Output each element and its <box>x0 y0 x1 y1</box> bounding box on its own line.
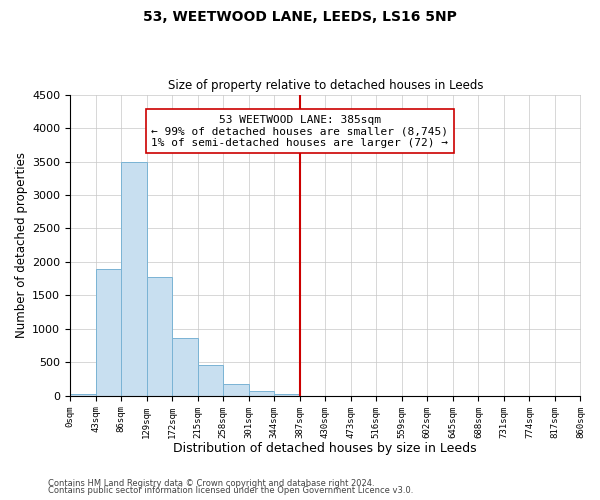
Bar <box>95 268 121 396</box>
Bar <box>274 394 300 396</box>
Bar <box>223 384 248 396</box>
Text: 53 WEETWOOD LANE: 385sqm
← 99% of detached houses are smaller (8,745)
1% of semi: 53 WEETWOOD LANE: 385sqm ← 99% of detach… <box>151 114 448 148</box>
Bar <box>70 394 95 396</box>
Text: Contains public sector information licensed under the Open Government Licence v3: Contains public sector information licen… <box>48 486 413 495</box>
Bar <box>248 390 274 396</box>
Text: 53, WEETWOOD LANE, LEEDS, LS16 5NP: 53, WEETWOOD LANE, LEEDS, LS16 5NP <box>143 10 457 24</box>
Bar <box>172 338 197 396</box>
Bar <box>197 366 223 396</box>
X-axis label: Distribution of detached houses by size in Leeds: Distribution of detached houses by size … <box>173 442 477 455</box>
Y-axis label: Number of detached properties: Number of detached properties <box>15 152 28 338</box>
Title: Size of property relative to detached houses in Leeds: Size of property relative to detached ho… <box>167 79 483 92</box>
Text: Contains HM Land Registry data © Crown copyright and database right 2024.: Contains HM Land Registry data © Crown c… <box>48 478 374 488</box>
Bar <box>121 162 146 396</box>
Bar <box>146 276 172 396</box>
